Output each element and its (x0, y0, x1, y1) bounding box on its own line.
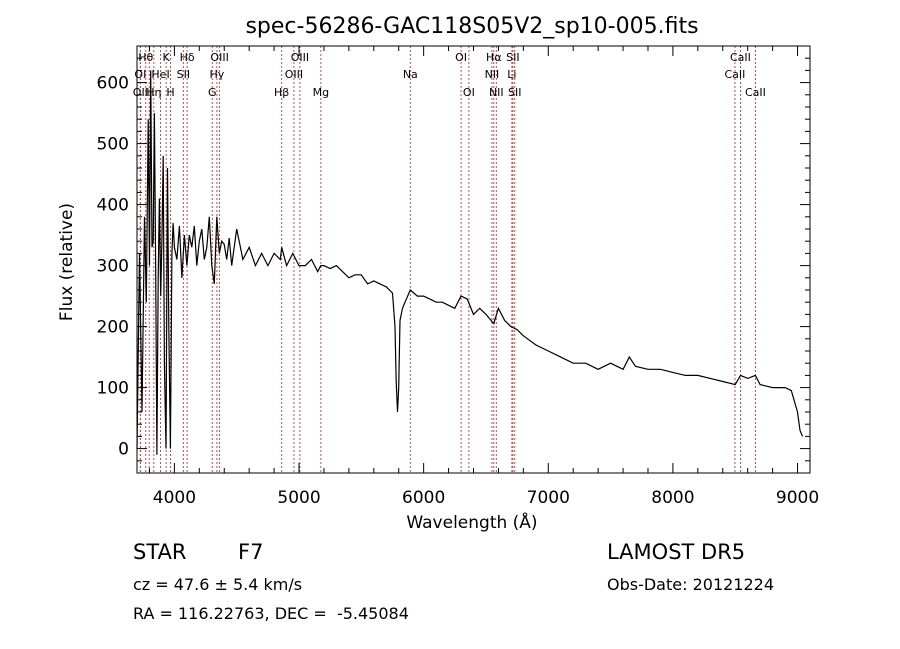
x-axis-label: Wavelength (Å) (406, 511, 537, 533)
spectrum-series-line (136, 70, 804, 455)
y-tick-label-5: 500 (97, 135, 129, 155)
line-label-12: OIII (210, 51, 228, 64)
y-tick-label-3: 300 (97, 257, 129, 277)
coordinates: RA = 116.22763, DEC = -5.45084 (133, 604, 409, 623)
x-tick-label-4: 8000 (651, 488, 694, 508)
line-label-0: Hθ (138, 51, 153, 64)
y-axis-label: Flux (relative) (57, 203, 77, 321)
y-tick-label-4: 400 (97, 196, 129, 216)
chart-title: spec-56286-GAC118S05V2_sp10-005.fits (245, 14, 698, 39)
observation-date: Obs-Date: 20121224 (607, 575, 775, 594)
line-label-28: CaII (745, 86, 766, 99)
line-label-5: HeI (151, 68, 169, 81)
survey-name: LAMOST DR5 (607, 540, 746, 564)
object-class: STAR (133, 540, 187, 564)
y-tick-label-0: 0 (118, 440, 129, 460)
line-label-10: G (208, 86, 217, 99)
line-label-23: Li (507, 68, 516, 81)
x-tick-label-0: 4000 (153, 488, 196, 508)
line-label-14: OIII (285, 68, 303, 81)
y-axis: 0 100 200 300 400 500 600 (97, 57, 810, 462)
line-label-25: SII (508, 86, 521, 99)
line-label-16: Mg (313, 86, 329, 99)
line-label-7: H (166, 86, 174, 99)
line-label-8: SII (177, 68, 190, 81)
line-label-26: CaII (725, 68, 746, 81)
line-label-21: Hα (486, 51, 502, 64)
object-subclass: F7 (238, 540, 264, 564)
line-label-18: OI (455, 51, 467, 64)
y-tick-label-2: 200 (97, 318, 129, 338)
line-label-3: OII (133, 86, 148, 99)
x-tick-label-1: 5000 (277, 488, 320, 508)
line-label-24: SII (506, 51, 519, 64)
line-label-9: Hδ (180, 51, 195, 64)
line-label-27: CaII (730, 51, 751, 64)
line-label-20: NII (485, 68, 500, 81)
line-label-19: OI (463, 86, 475, 99)
y-tick-label-1: 100 (97, 379, 129, 399)
x-tick-label-3: 7000 (527, 488, 570, 508)
x-tick-label-2: 6000 (402, 488, 445, 508)
plot-frame (136, 45, 811, 474)
line-label-2: Hη (146, 86, 161, 99)
x-tick-label-5: 9000 (776, 488, 819, 508)
y-tick-label-6: 600 (97, 74, 129, 94)
redshift-value: cz = 47.6 ± 5.4 km/s (133, 575, 303, 594)
line-label-4: OI (134, 68, 146, 81)
line-label-11: Hγ (209, 68, 224, 81)
line-label-17: Na (403, 68, 418, 81)
line-label-22: NII (489, 86, 504, 99)
line-label-13: Hβ (274, 86, 289, 99)
line-label-6: K (163, 51, 171, 64)
line-label-15: OIII (291, 51, 309, 64)
x-axis: 4000 5000 6000 7000 8000 9000 (148, 46, 819, 508)
